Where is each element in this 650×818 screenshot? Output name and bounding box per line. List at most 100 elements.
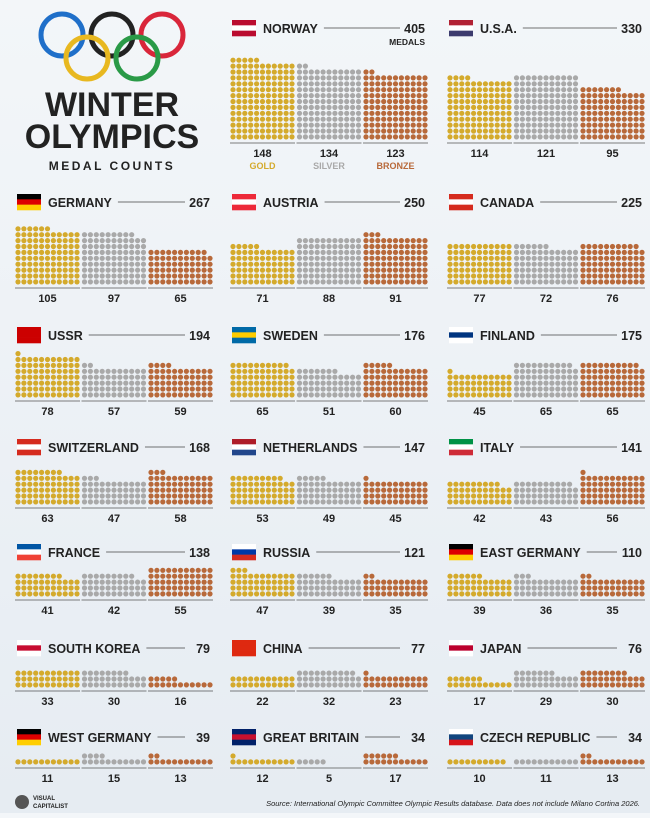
- country-panel: SWEDEN 176 65 51 60: [230, 327, 428, 418]
- medal-count: 41: [41, 605, 53, 617]
- medal-count: 16: [174, 696, 186, 708]
- medal-dots: [81, 670, 147, 688]
- medal-dots: [363, 753, 428, 765]
- flag: [232, 327, 256, 333]
- country-panel: U.S.A. 330 114 121 95: [447, 20, 645, 160]
- subtitle: MEDAL COUNTS: [49, 159, 175, 173]
- country-name: NORWAY: [263, 22, 319, 36]
- medal-dots: [363, 362, 428, 398]
- medal-dots: [363, 573, 428, 597]
- medal-dots: [296, 670, 362, 688]
- flag: [449, 650, 473, 657]
- medal-count: 123: [386, 148, 404, 160]
- country-panel: FINLAND 175 45 65 65: [447, 327, 645, 418]
- flag: [449, 439, 473, 445]
- flag: [17, 332, 41, 338]
- total: 267: [189, 196, 210, 210]
- medal-count: 39: [473, 605, 485, 617]
- flag: [232, 199, 256, 205]
- medal-dots: [15, 670, 80, 688]
- total: 39: [196, 731, 210, 745]
- medal-count: 13: [606, 773, 618, 785]
- medal-dots: [230, 362, 295, 398]
- country-name: NETHERLANDS: [263, 441, 357, 455]
- total: 147: [404, 441, 425, 455]
- medal-dots: [513, 362, 579, 398]
- medal-dots: [447, 573, 512, 597]
- medal-count: 78: [41, 406, 53, 418]
- medal-dots: [580, 753, 645, 765]
- medal-dots: [447, 759, 506, 765]
- medal-count: 30: [606, 696, 618, 708]
- country-panel: GERMANY 267 105 97 65: [15, 194, 213, 305]
- flag: [449, 444, 473, 450]
- medal-count: 63: [41, 513, 53, 525]
- total: 34: [411, 731, 425, 745]
- medal-dots: [447, 481, 512, 505]
- flag: [17, 640, 41, 646]
- medal-dots: [148, 753, 213, 765]
- medal-count: 65: [540, 406, 552, 418]
- flag: [17, 734, 41, 740]
- medal-dots: [15, 759, 80, 765]
- medal-dots: [81, 475, 147, 505]
- medal-dots: [296, 573, 362, 597]
- medal-count: 39: [323, 605, 335, 617]
- medal-count: 77: [473, 293, 485, 305]
- medal-dots: [580, 469, 645, 505]
- medal-dots: [148, 249, 213, 285]
- country-panel: CHINA 77 22 32 23: [230, 640, 428, 708]
- brand: CAPITALIST: [33, 804, 68, 810]
- country-name: JAPAN: [480, 642, 521, 656]
- total: 330: [621, 22, 642, 36]
- medal-count: 121: [537, 148, 555, 160]
- flag: [232, 739, 256, 746]
- total: 110: [622, 546, 642, 560]
- flag: [449, 204, 473, 211]
- medal-dots: [148, 676, 213, 688]
- flag: [232, 194, 256, 200]
- medal-count: 33: [41, 696, 53, 708]
- flag: [232, 544, 256, 550]
- olympic-rings: [38, 11, 186, 82]
- medal-dots: [580, 573, 645, 597]
- flag: [17, 204, 41, 211]
- flag: [232, 20, 256, 26]
- medal-count: 53: [256, 513, 268, 525]
- medal-dots: [81, 573, 147, 597]
- medal-count: 11: [42, 773, 54, 785]
- medal-count: 91: [389, 293, 401, 305]
- medal-count: 65: [256, 406, 268, 418]
- medal-dots: [296, 238, 362, 285]
- medal-count: 35: [606, 605, 618, 617]
- flag: [232, 729, 256, 735]
- country-panel: NETHERLANDS 147 53 49 45: [230, 439, 428, 525]
- flag: [449, 327, 473, 333]
- flag: [17, 650, 41, 657]
- medal-dots: [148, 567, 213, 597]
- legend-label: GOLD: [250, 161, 276, 171]
- flag: [232, 204, 256, 211]
- flag: [449, 640, 473, 646]
- medal-count: 47: [256, 605, 268, 617]
- medal-dots: [580, 243, 645, 285]
- country-panel: CZECH REPUBLIC 34 10 11 13: [447, 729, 645, 785]
- medal-dots: [230, 753, 295, 765]
- medal-dots: [230, 57, 295, 140]
- flag: [232, 640, 256, 646]
- medal-count: 51: [323, 406, 335, 418]
- medal-count: 45: [473, 406, 485, 418]
- flag: [232, 734, 256, 740]
- flag: [17, 327, 41, 333]
- medal-dots: [15, 573, 80, 597]
- medal-dots: [363, 69, 428, 140]
- flag: [232, 337, 256, 344]
- title: OLYMPICS: [25, 118, 199, 156]
- total: 141: [621, 441, 642, 455]
- medal-count: 65: [606, 406, 618, 418]
- country-panel: ITALY 141 42 43 56: [447, 439, 645, 525]
- medal-count: 95: [606, 148, 618, 160]
- country-name: SWITZERLAND: [48, 441, 139, 455]
- medal-count: 71: [256, 293, 268, 305]
